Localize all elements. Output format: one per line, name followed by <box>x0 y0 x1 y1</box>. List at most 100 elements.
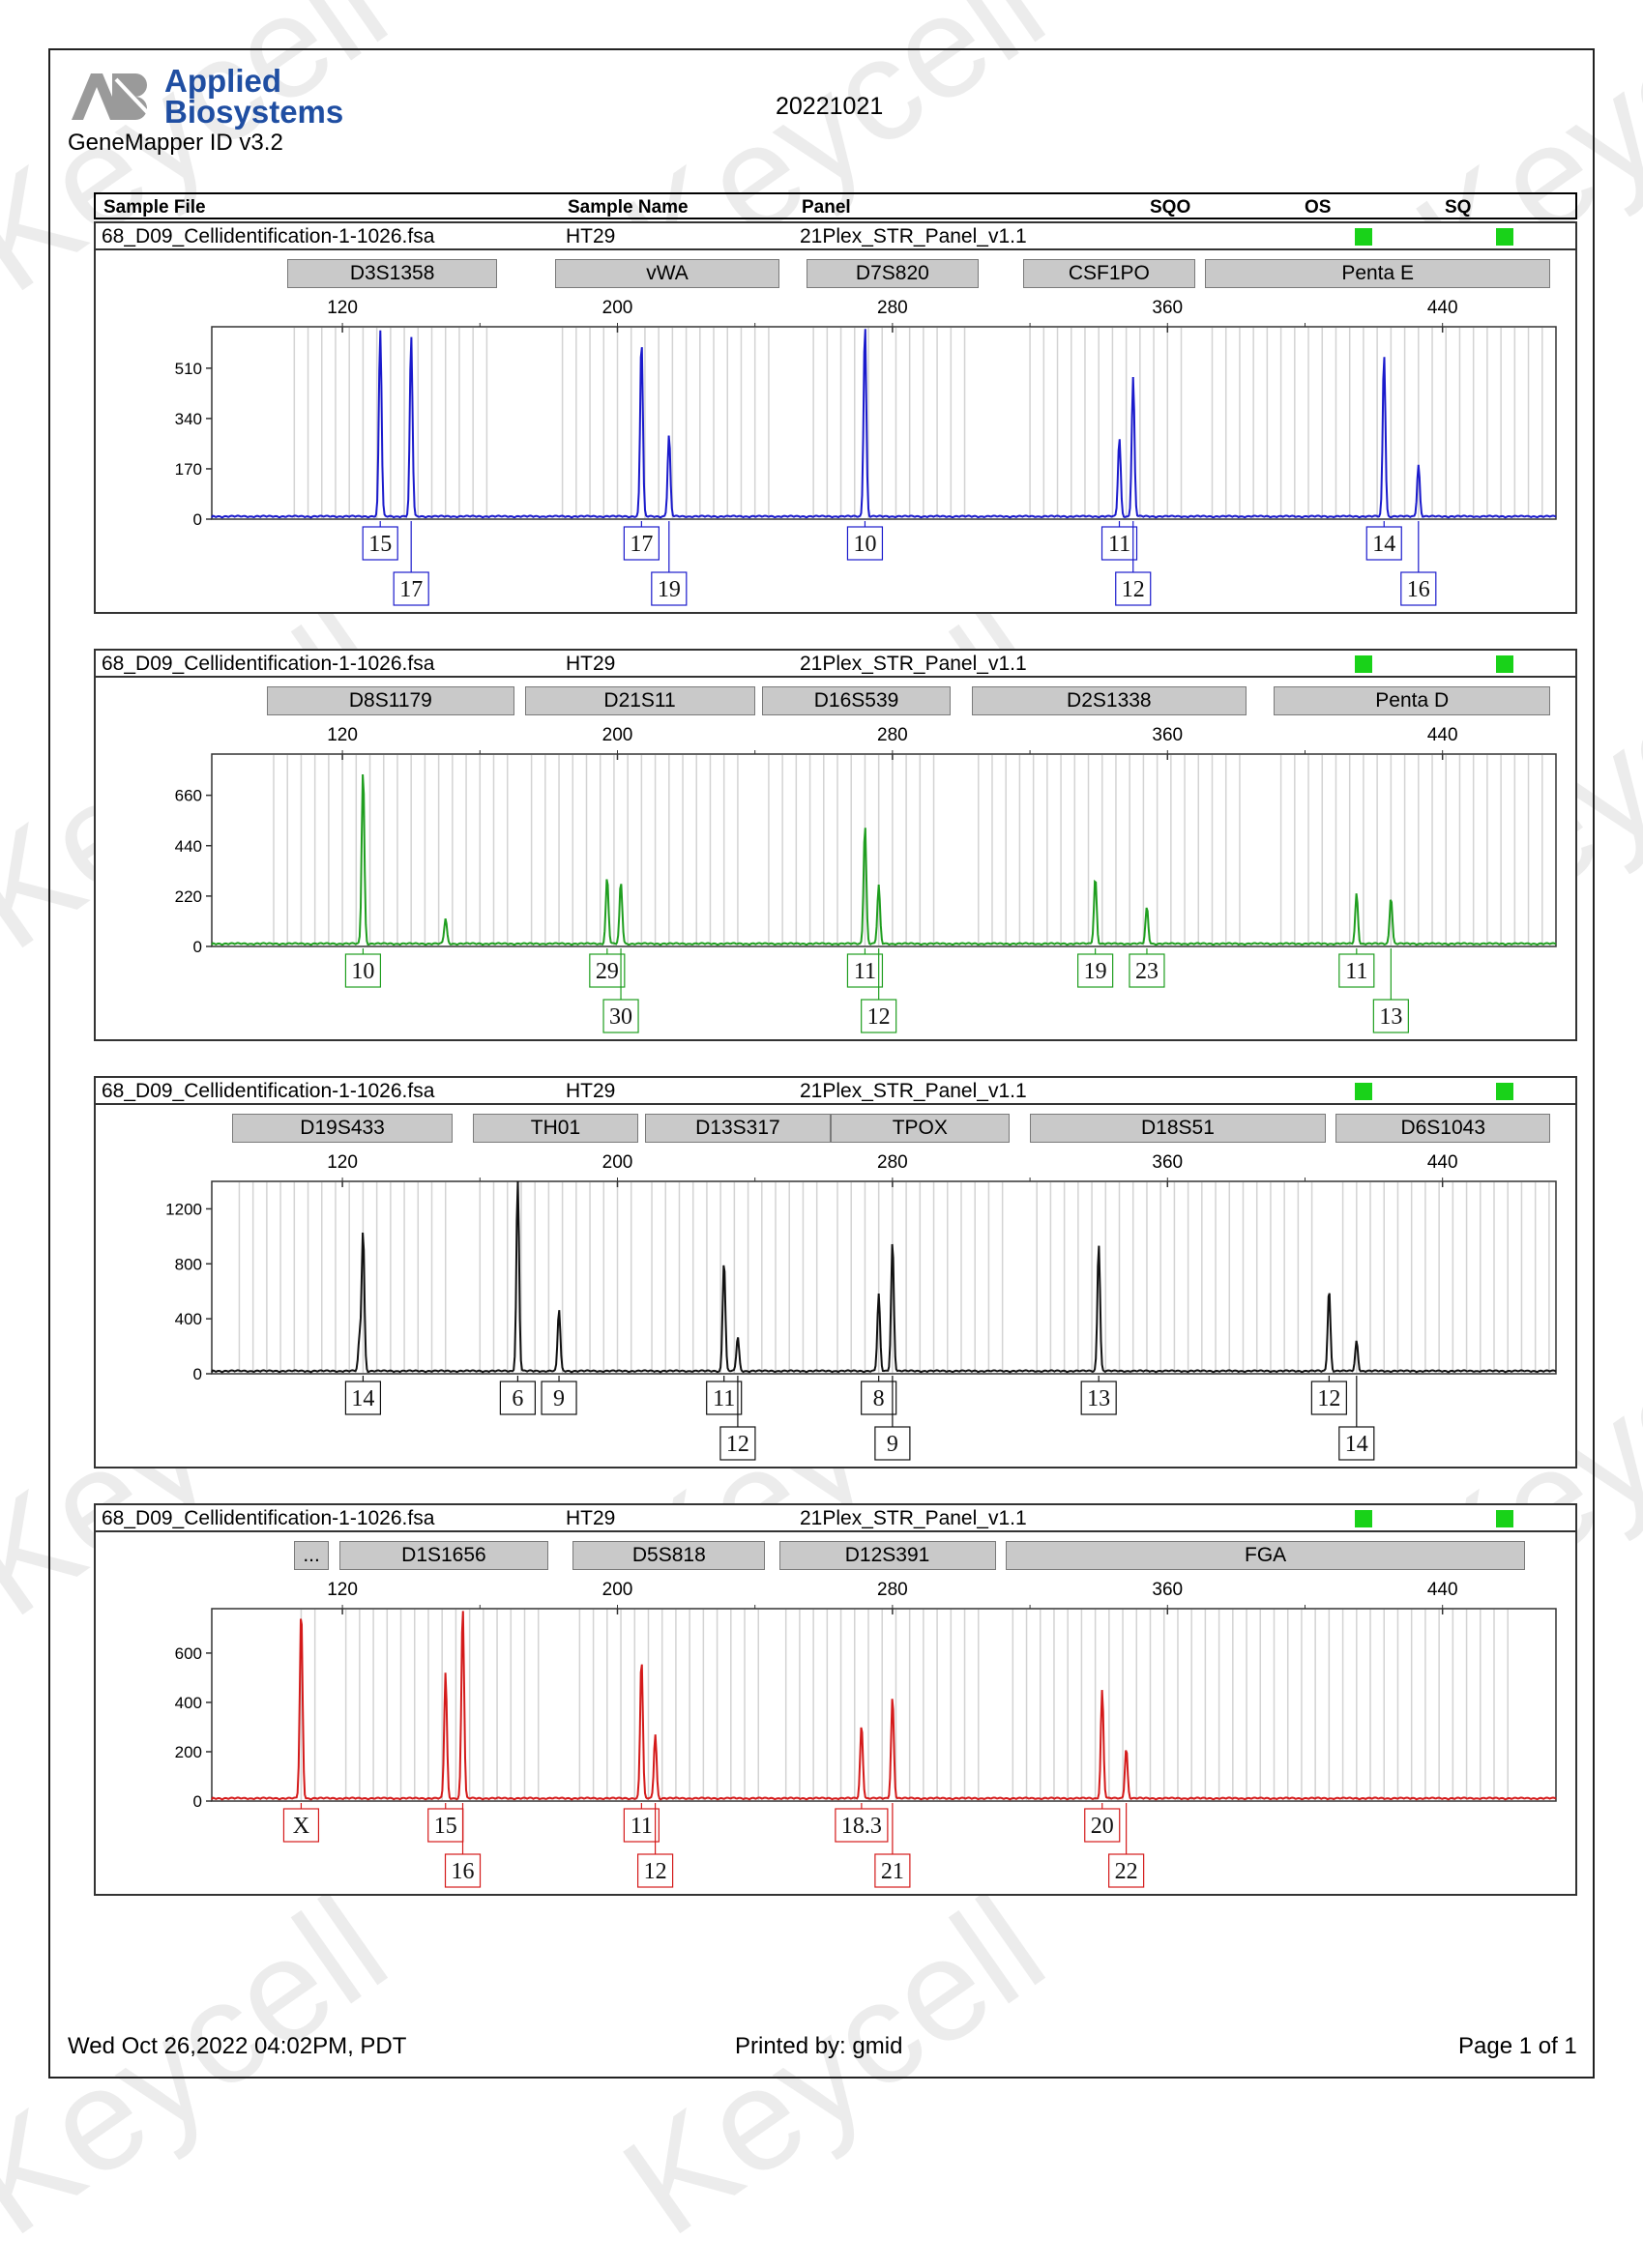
x-tick-label: 120 <box>327 298 358 318</box>
dye-trace-line <box>211 1611 1557 1801</box>
allele-call-label: 23 <box>1135 959 1159 984</box>
sample-info-row: 68_D09_Cellidentification-1-1026.fsa HT29… <box>96 1078 1575 1105</box>
electropherogram-plot: 0 200 400 600 X 15 16 11 12 18.3 21 2022 <box>175 1605 1557 1888</box>
allele-call-label: 12 <box>867 1004 891 1030</box>
allele-call-label: 14 <box>351 1386 374 1411</box>
panel-name: 21Plex_STR_Panel_v1.1 <box>800 225 1027 247</box>
allele-call-label: 17 <box>399 577 423 602</box>
marker-bar: D13S317 <box>644 1114 831 1143</box>
allele-call-box <box>541 1381 577 1415</box>
x-tick-label: 440 <box>1426 1580 1458 1600</box>
allele-call-box <box>846 526 884 561</box>
plot-frame <box>211 326 1557 520</box>
allele-call-label: 11 <box>1345 959 1367 984</box>
ab-logo-icon <box>72 73 151 120</box>
allele-call-box <box>874 1426 911 1461</box>
x-tick-label: 200 <box>601 725 633 745</box>
allele-call-box <box>444 1853 482 1888</box>
allele-call-box <box>1400 571 1437 606</box>
panel-4: 68_D09_Cellidentification-1-1026.fsa HT29… <box>94 1503 1577 1896</box>
marker-bar: TPOX <box>830 1114 1010 1143</box>
marker-bar: D5S818 <box>572 1541 766 1570</box>
allele-call-box <box>1084 1808 1121 1843</box>
plot-frame <box>211 1180 1557 1375</box>
marker-bar: D16S539 <box>761 686 952 715</box>
x-tick-label: 200 <box>601 1152 633 1173</box>
marker-bar: Penta E <box>1205 259 1550 288</box>
sample-name: HT29 <box>566 653 616 675</box>
x-tick-label: 120 <box>327 725 358 745</box>
panel-2: 68_D09_Cellidentification-1-1026.fsa HT29… <box>94 649 1577 1041</box>
y-tick-label: 510 <box>175 360 202 378</box>
print-date: Wed Oct 26,2022 04:02PM, PDT <box>68 2033 407 2059</box>
marker-bar: TH01 <box>473 1114 638 1143</box>
allele-call-box <box>874 1853 911 1888</box>
x-tick-label: 280 <box>877 1580 908 1600</box>
y-tick-label: 600 <box>175 1644 202 1663</box>
sample-info-row: 68_D09_Cellidentification-1-1026.fsa HT29… <box>96 1505 1575 1532</box>
os-status-indicator <box>1355 1510 1372 1527</box>
page-number: Page 1 of 1 <box>1458 2033 1577 2059</box>
x-tick-label: 440 <box>1426 725 1458 745</box>
allele-call-label: 29 <box>596 959 619 984</box>
y-tick-label: 800 <box>175 1255 202 1273</box>
allele-call-box <box>1100 526 1138 561</box>
y-tick-label: 340 <box>175 410 202 428</box>
y-tick-label: 400 <box>175 1310 202 1328</box>
allele-call-label: 11 <box>854 959 876 984</box>
sample-file: 68_D09_Cellidentification-1-1026.fsa <box>102 1080 435 1102</box>
allele-call-box <box>589 953 626 988</box>
x-tick-label: 280 <box>877 298 908 318</box>
y-tick-label: 200 <box>175 1743 202 1761</box>
allele-call-box <box>636 1853 674 1888</box>
x-tick-label: 360 <box>1152 725 1184 745</box>
allele-call-box <box>846 953 884 988</box>
panel-3: 68_D09_Cellidentification-1-1026.fsa HT29… <box>94 1076 1577 1468</box>
x-tick-label: 280 <box>877 1152 908 1173</box>
allele-call-label: 11 <box>1108 532 1130 557</box>
sample-file: 68_D09_Cellidentification-1-1026.fsa <box>102 225 435 247</box>
x-tick-label: 360 <box>1152 1580 1184 1600</box>
allele-call-box <box>1338 953 1375 988</box>
allele-call-label: 14 <box>1372 532 1395 557</box>
sample-file: 68_D09_Cellidentification-1-1026.fsa <box>102 1507 435 1529</box>
marker-bar: D19S433 <box>232 1114 453 1143</box>
allele-call-box <box>651 571 688 606</box>
allele-call-label: 17 <box>630 532 653 557</box>
dye-trace-line <box>211 329 1557 519</box>
y-tick-label: 220 <box>175 887 202 906</box>
marker-bar: D2S1338 <box>971 686 1247 715</box>
sq-status-indicator <box>1496 1510 1513 1527</box>
electropherogram-plot: 0 220 440 660 10 29 30 11 12 19 23 11 13 <box>175 750 1557 1033</box>
allele-call-box <box>602 999 639 1033</box>
allele-call-label: 20 <box>1091 1814 1114 1839</box>
allele-call-box <box>706 1381 743 1415</box>
x-tick-label: 440 <box>1426 298 1458 318</box>
allele-call-box <box>344 953 382 988</box>
sample-name: HT29 <box>566 1080 616 1102</box>
allele-call-label: 19 <box>658 577 681 602</box>
panel-name: 21Plex_STR_Panel_v1.1 <box>800 653 1027 675</box>
dye-trace-line <box>211 773 1557 946</box>
marker-bar: FGA <box>1006 1541 1525 1570</box>
allele-call-label: 12 <box>1317 1386 1340 1411</box>
allele-call-label: 8 <box>873 1386 885 1411</box>
allele-call-label: 21 <box>881 1859 904 1884</box>
allele-call-box <box>623 1808 660 1843</box>
allele-call-box <box>499 1381 536 1415</box>
allele-call-label: 12 <box>726 1432 749 1457</box>
allele-call-label: 15 <box>434 1814 457 1839</box>
allele-call-box <box>1338 1426 1375 1461</box>
y-tick-label: 0 <box>193 510 202 529</box>
allele-call-label: 12 <box>1122 577 1145 602</box>
allele-call-box <box>362 526 398 561</box>
marker-bar: CSF1PO <box>1022 259 1195 288</box>
os-status-indicator <box>1355 655 1372 673</box>
allele-call-label: 6 <box>512 1386 523 1411</box>
allele-call-box <box>1115 571 1152 606</box>
marker-bar: D7S820 <box>807 259 979 288</box>
allele-call-box <box>1108 1853 1145 1888</box>
sq-status-indicator <box>1496 1083 1513 1100</box>
marker-bar: D12S391 <box>778 1541 996 1570</box>
